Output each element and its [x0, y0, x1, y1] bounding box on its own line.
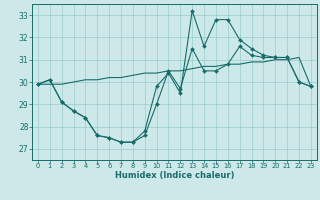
X-axis label: Humidex (Indice chaleur): Humidex (Indice chaleur) [115, 171, 234, 180]
